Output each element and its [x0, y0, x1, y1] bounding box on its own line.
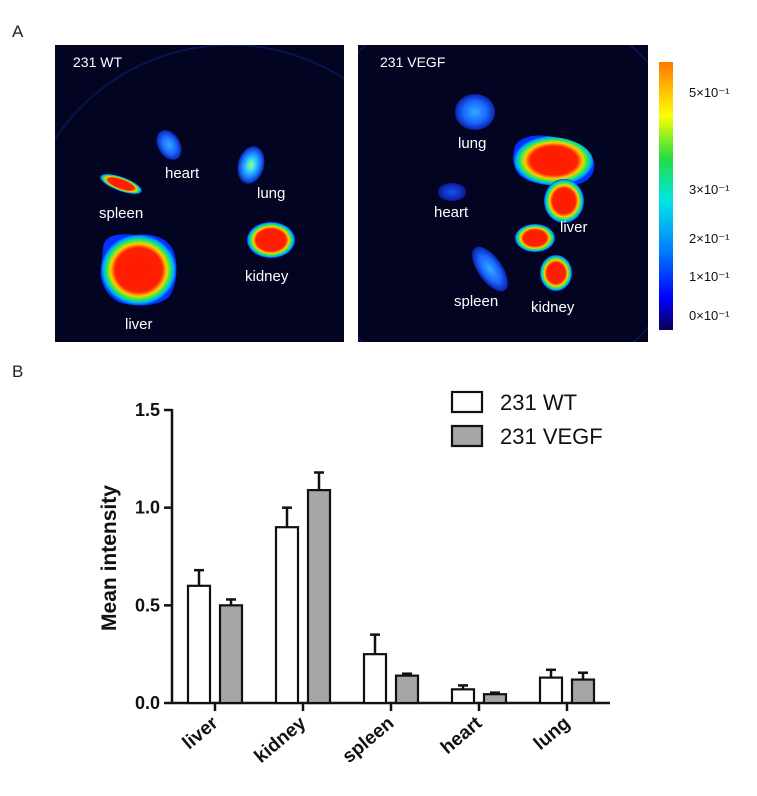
spleen-signal-vegf: [472, 246, 508, 292]
legend-swatch-wt: [450, 390, 484, 414]
y-tick-label: 1.0: [135, 498, 160, 518]
y-axis: 0.0 0.5 1.0 1.5: [135, 400, 610, 713]
organ-label-liver-vegf: liver: [560, 219, 588, 236]
liver-signal-wt: [100, 234, 177, 306]
imaging-title-vegf: 231 VEGF: [380, 54, 445, 70]
x-tick-label-spleen: spleen: [339, 713, 399, 768]
organ-label-heart-vegf: heart: [434, 204, 469, 221]
legend-label-vegf: 231 VEGF: [500, 424, 603, 449]
organ-label-lung-vegf: lung: [458, 135, 486, 152]
imaging-title-wt: 231 WT: [73, 54, 122, 70]
bar-heart-wt: [450, 688, 476, 705]
legend: 231 WT 231 VEGF: [450, 390, 603, 449]
colorbar-label-2: 2×10⁻¹: [689, 231, 730, 246]
x-tick-label-lung: lung: [530, 713, 574, 755]
panel-a-letter: A: [12, 22, 24, 41]
liver-signal-vegf-1: [513, 135, 595, 186]
imaging-vegf-svg: 231 VEGF lung heart liver spleen kidney: [358, 45, 648, 342]
kidney-signal-wt: [247, 222, 295, 258]
dish-outline-vegf: [358, 45, 648, 342]
heart-signal-wt: [156, 130, 182, 160]
bar-kidney-vegf: [306, 488, 332, 705]
y-tick-label: 0.0: [135, 693, 160, 713]
lung-signal-wt: [237, 146, 265, 184]
bar-lung-wt: [538, 676, 564, 705]
organ-label-kidney-wt: kidney: [245, 268, 289, 285]
organ-label-spleen-vegf: spleen: [454, 293, 498, 310]
colorbar-label-3: 3×10⁻¹: [689, 182, 730, 197]
kidney-signal-vegf-2: [540, 255, 572, 291]
colorbar-label-5: 5×10⁻¹: [689, 85, 730, 100]
organ-label-lung-wt: lung: [257, 185, 285, 202]
imaging-wt-svg: 231 WT heart lung spleen kidney liver: [55, 45, 344, 333]
legend-swatch-vegf: [450, 424, 484, 448]
x-axis-labels: liver kidney spleen heart lung: [179, 703, 574, 768]
organ-label-liver-wt: liver: [125, 316, 153, 333]
colorbar-label-0: 0×10⁻¹: [689, 308, 730, 323]
legend-label-wt: 231 WT: [500, 390, 577, 415]
colorbar: [659, 62, 673, 330]
colorbar-label-1: 1×10⁻¹: [689, 269, 730, 284]
y-tick-label: 0.5: [135, 595, 160, 615]
y-tick-label: 1.5: [135, 400, 160, 420]
bar-spleen-vegf: [394, 674, 420, 705]
bar-lung-vegf: [570, 678, 596, 705]
x-tick-label-heart: heart: [437, 712, 487, 758]
spleen-signal-wt: [100, 174, 142, 194]
bar-chart: 0.00.51.01.5 liver kidney spleen heart lung …: [98, 390, 610, 768]
bar-heart-vegf: [482, 693, 508, 705]
heart-signal-vegf: [438, 183, 466, 201]
lung-signal-vegf: [455, 94, 495, 130]
bar-liver-vegf: [218, 604, 244, 705]
y-axis-title: Mean intensity: [98, 485, 121, 631]
organ-label-heart-wt: heart: [165, 165, 200, 182]
bar-kidney-wt: [274, 526, 300, 705]
organ-label-kidney-vegf: kidney: [531, 299, 575, 316]
imaging-panel-wt: 231 WT heart lung spleen kidney liver: [55, 45, 344, 342]
imaging-panel-vegf: 231 VEGF lung heart liver spleen kidney: [358, 45, 648, 342]
bar-liver-wt: [186, 584, 212, 705]
x-tick-label-kidney: kidney: [251, 712, 311, 767]
organ-label-spleen-wt: spleen: [99, 205, 143, 222]
kidney-signal-vegf-1: [515, 224, 555, 252]
bars: [186, 471, 596, 705]
x-tick-label-liver: liver: [179, 712, 223, 754]
bar-spleen-wt: [362, 653, 388, 705]
panel-b-letter: B: [12, 362, 24, 381]
liver-signal-vegf-2: [544, 179, 584, 223]
dish-outline: [55, 45, 344, 141]
